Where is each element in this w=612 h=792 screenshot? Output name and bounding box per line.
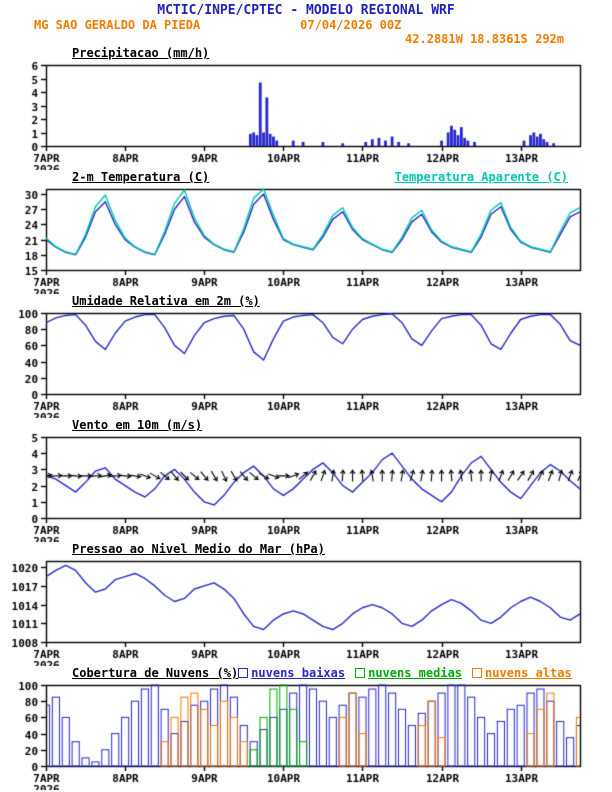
wind-chart: [0, 432, 612, 542]
legend-mid-clouds-label: nuvens medias: [368, 666, 463, 680]
temperature-title-row: 2-m Temperatura (C) Temperatura Aparente…: [0, 170, 612, 184]
page-title: MCTIC/INPE/CPTEC - MODELO REGIONAL WRF: [157, 3, 455, 18]
legend-high-clouds: nuvens altas: [472, 666, 572, 680]
panel-humidity: Umidade Relativa em 2m (%): [0, 294, 612, 418]
cloud-cover-chart: [0, 680, 612, 790]
panel-wind: Vento em 10m (m/s): [0, 418, 612, 542]
station-name: MG SAO GERALDO DA PIEDA: [34, 18, 201, 32]
low-clouds-swatch-icon: [238, 668, 249, 678]
humidity-title: Umidade Relativa em 2m (%): [72, 294, 260, 308]
pressure-title-row: Pressao ao Nivel Medio do Mar (hPa): [0, 542, 612, 556]
cloud-cover-title-row: Cobertura de Nuvens (%) nuvens baixas nu…: [0, 666, 612, 680]
precipitation-title-row: Precipitacao (mm/h): [0, 46, 612, 60]
panel-pressure: Pressao ao Nivel Medio do Mar (hPa): [0, 542, 612, 666]
apparent-temperature-legend: Temperatura Aparente (C): [394, 170, 568, 184]
cloud-cover-title: Cobertura de Nuvens (%): [72, 666, 239, 680]
legend-low-clouds: nuvens baixas: [238, 666, 345, 680]
precipitation-title: Precipitacao (mm/h): [72, 46, 210, 60]
legend-mid-clouds: nuvens medias: [355, 666, 462, 680]
temperature-chart: [0, 184, 612, 294]
legend-low-clouds-label: nuvens baixas: [251, 666, 346, 680]
mid-clouds-swatch-icon: [355, 668, 366, 678]
header-line2: MG SAO GERALDO DA PIEDA 07/04/2026 00Z: [0, 18, 612, 32]
panel-cloud-cover: Cobertura de Nuvens (%) nuvens baixas nu…: [0, 666, 612, 790]
temperature-title: 2-m Temperatura (C): [72, 170, 210, 184]
humidity-title-row: Umidade Relativa em 2m (%): [0, 294, 612, 308]
panel-temperature: 2-m Temperatura (C) Temperatura Aparente…: [0, 170, 612, 294]
humidity-chart: [0, 308, 612, 418]
legend-high-clouds-label: nuvens altas: [485, 666, 572, 680]
wind-title: Vento em 10m (m/s): [72, 418, 203, 432]
header: MCTIC/INPE/CPTEC - MODELO REGIONAL WRF M…: [0, 3, 612, 46]
run-datetime: 07/04/2026 00Z: [300, 18, 402, 32]
precipitation-chart: [0, 60, 612, 170]
panel-precipitation: Precipitacao (mm/h): [0, 46, 612, 170]
station-coords: 42.2881W 18.8361S 292m: [405, 32, 564, 46]
pressure-chart: [0, 556, 612, 666]
high-clouds-swatch-icon: [472, 668, 483, 678]
wind-title-row: Vento em 10m (m/s): [0, 418, 612, 432]
pressure-title: Pressao ao Nivel Medio do Mar (hPa): [72, 542, 325, 556]
cloud-cover-legend: nuvens baixas nuvens medias nuvens altas: [238, 666, 572, 680]
